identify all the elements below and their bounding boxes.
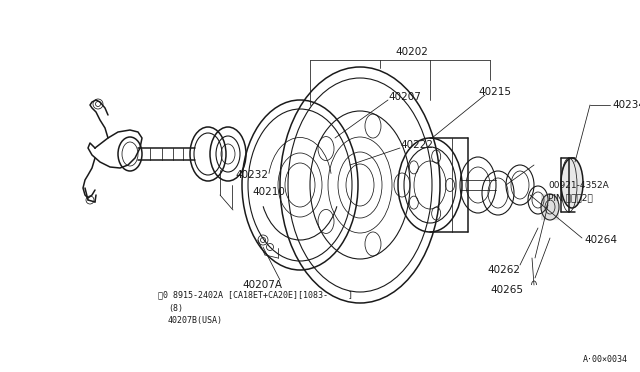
Text: 00921-4352A: 00921-4352A bbox=[548, 180, 609, 189]
Text: 40222: 40222 bbox=[400, 140, 433, 150]
Text: A·00×0034: A·00×0034 bbox=[583, 356, 628, 365]
Text: 40265: 40265 bbox=[490, 285, 523, 295]
Text: 40207A: 40207A bbox=[242, 280, 282, 290]
Text: 40207B(USA): 40207B(USA) bbox=[168, 315, 223, 324]
Text: 40264: 40264 bbox=[584, 235, 617, 245]
Text: ⑸0 8915-2402A [CA18ET+CA20E][1083-    ]: ⑸0 8915-2402A [CA18ET+CA20E][1083- ] bbox=[158, 291, 353, 299]
Text: (8): (8) bbox=[168, 304, 183, 312]
Text: PIN ピン（2）: PIN ピン（2） bbox=[548, 193, 593, 202]
Text: 40202: 40202 bbox=[395, 47, 428, 57]
Text: 40207: 40207 bbox=[388, 92, 421, 102]
Text: 40234: 40234 bbox=[612, 100, 640, 110]
Text: 40262: 40262 bbox=[487, 265, 520, 275]
Text: 40215: 40215 bbox=[478, 87, 511, 97]
Text: 40232: 40232 bbox=[235, 170, 268, 180]
Text: 40210: 40210 bbox=[252, 187, 285, 197]
Ellipse shape bbox=[561, 158, 583, 208]
